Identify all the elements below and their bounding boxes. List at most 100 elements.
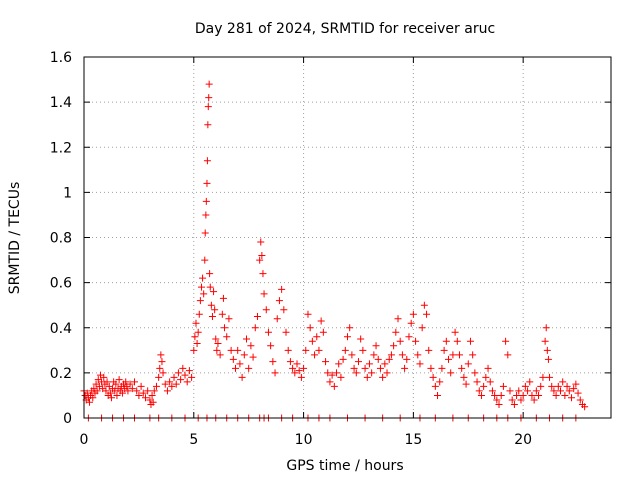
data-point (357, 335, 365, 343)
data-point (112, 380, 120, 388)
data-point (203, 179, 211, 187)
data-point (423, 310, 431, 318)
data-point (502, 337, 510, 345)
data-point (300, 364, 308, 372)
y-tick-label: 0.8 (50, 231, 72, 247)
data-point (128, 385, 136, 393)
data-point (451, 328, 459, 336)
data-point (137, 382, 145, 390)
data-point (216, 351, 224, 359)
data-point (205, 80, 213, 88)
data-point (156, 364, 164, 372)
data-point (541, 337, 549, 345)
data-point (381, 360, 389, 368)
data-point (396, 337, 404, 345)
data-point (436, 378, 444, 386)
data-point (335, 360, 343, 368)
data-point (390, 342, 398, 350)
data-point (466, 337, 474, 345)
data-point (484, 364, 492, 372)
data-point (313, 333, 321, 341)
data-point (407, 319, 415, 327)
x-tick-label: 5 (189, 432, 198, 448)
data-point (295, 367, 303, 375)
data-point (554, 382, 562, 390)
data-point (126, 380, 134, 388)
data-point (383, 369, 391, 377)
data-point (394, 315, 402, 323)
data-point (330, 382, 338, 390)
data-point (267, 342, 275, 350)
data-point (148, 391, 156, 399)
data-point (458, 364, 466, 372)
data-point (379, 373, 387, 381)
data-point (486, 378, 494, 386)
data-point (333, 369, 341, 377)
data-point (420, 301, 428, 309)
data-point (524, 387, 532, 395)
y-tick-label: 0.4 (50, 321, 72, 337)
data-point (152, 382, 160, 390)
data-point (240, 351, 248, 359)
data-point (172, 380, 180, 388)
y-tick-label: 1.4 (50, 95, 72, 111)
y-tick-label: 0.6 (50, 276, 72, 292)
data-point (260, 290, 268, 298)
data-point (219, 294, 227, 302)
data-point (196, 297, 204, 305)
data-point (372, 342, 380, 350)
data-point (517, 396, 525, 404)
data-point (282, 328, 290, 336)
data-point (359, 346, 367, 354)
data-point (526, 378, 534, 386)
data-point (234, 346, 242, 354)
y-tick-label: 1 (63, 185, 72, 201)
data-point (491, 391, 499, 399)
data-point (259, 270, 267, 278)
data-point (201, 256, 209, 264)
data-point (572, 380, 580, 388)
data-point (289, 364, 297, 372)
data-point (365, 360, 373, 368)
data-point (445, 355, 453, 363)
data-point (185, 367, 193, 375)
data-point (214, 340, 222, 348)
data-point (163, 387, 171, 395)
data-point (297, 373, 305, 381)
data-point (535, 391, 543, 399)
data-point (195, 310, 203, 318)
data-point (521, 382, 529, 390)
y-tick-label: 1.2 (50, 140, 72, 156)
data-point (482, 373, 490, 381)
data-point (150, 387, 158, 395)
data-point (206, 270, 214, 278)
data-point (464, 360, 472, 368)
x-axis-label: GPS time / hours (286, 458, 403, 474)
data-point (141, 394, 149, 402)
data-point (208, 312, 216, 320)
data-point (546, 373, 554, 381)
plot-frame (83, 56, 612, 419)
data-point (202, 211, 210, 219)
data-point (135, 391, 143, 399)
data-point (213, 346, 221, 354)
data-point (550, 387, 558, 395)
data-point (429, 373, 437, 381)
data-point (508, 396, 516, 404)
data-point (249, 353, 257, 361)
data-point (416, 360, 424, 368)
data-point (113, 391, 121, 399)
data-point (106, 389, 114, 397)
data-point (350, 364, 358, 372)
data-point (570, 385, 578, 393)
data-point (188, 373, 196, 381)
data-point (218, 310, 226, 318)
data-points (80, 80, 589, 422)
data-point (515, 387, 523, 395)
data-point (442, 337, 450, 345)
data-point (471, 369, 479, 377)
data-point (475, 387, 483, 395)
data-point (392, 328, 400, 336)
x-tick-label: 20 (514, 432, 532, 448)
